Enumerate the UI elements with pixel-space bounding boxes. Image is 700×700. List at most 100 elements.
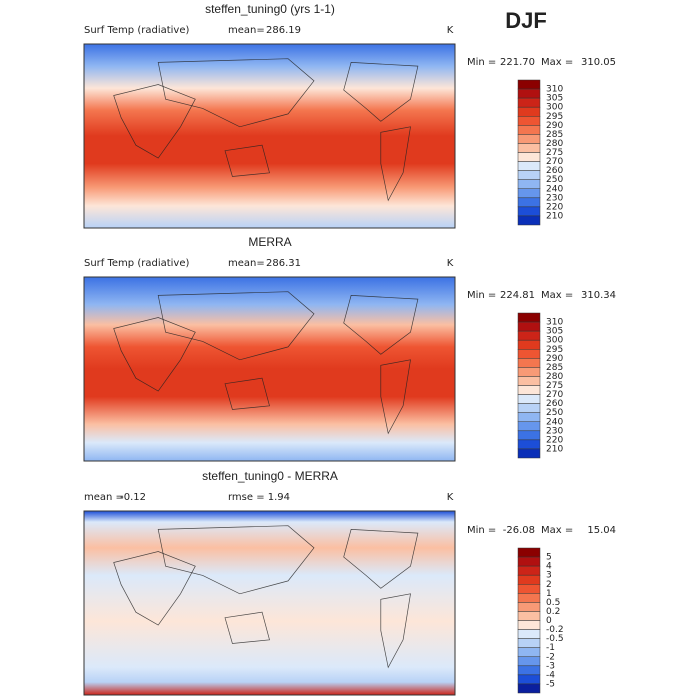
colorbar-box: [517, 611, 541, 621]
colorbar-label: -0.2: [546, 625, 564, 635]
stat-label: rmse =: [228, 492, 265, 503]
map: [83, 510, 456, 696]
coastline: [113, 551, 196, 626]
colorbar-label: 230: [546, 193, 563, 203]
colorbar-label: 240: [546, 184, 563, 194]
min-label: Min =: [467, 57, 496, 68]
colorbar-label: 295: [546, 112, 563, 122]
colorbar-label: 3: [546, 571, 552, 581]
colorbar-box: [517, 367, 541, 377]
colorbar-box: [517, 161, 541, 171]
colorbar-box: [517, 647, 541, 657]
colorbar-box: [517, 629, 541, 639]
colorbar-box: [517, 188, 541, 199]
colorbar-box: [517, 358, 541, 368]
map: [83, 43, 456, 229]
colorbar-label: -5: [546, 679, 555, 689]
colorbar-box: [517, 421, 541, 432]
colorbar-label: 280: [546, 372, 563, 382]
stat-value: 286.19: [266, 25, 301, 36]
colorbar-label: 240: [546, 417, 563, 427]
units: K: [447, 258, 454, 269]
colorbar-label: 1: [546, 589, 552, 599]
max-label: Max =: [541, 290, 573, 301]
colorbar-box: [517, 116, 541, 126]
min-value: 224.81: [500, 290, 535, 301]
colorbar-box: [517, 593, 541, 603]
colorbar-box: [517, 134, 541, 144]
stat-label: mean =: [84, 492, 124, 503]
min-label: Min =: [467, 525, 496, 536]
colorbar-box: [517, 97, 541, 108]
colorbar-label: 250: [546, 408, 563, 418]
colorbar-label: 295: [546, 345, 563, 355]
colorbar-label: 270: [546, 390, 563, 400]
stat-value: -0.12: [120, 492, 146, 503]
colorbar-box: [517, 125, 541, 135]
units: K: [447, 25, 454, 36]
colorbar-box: [517, 412, 541, 422]
max-value: 15.04: [587, 525, 616, 536]
coastline: [380, 593, 411, 669]
coastline: [157, 525, 315, 595]
colorbar-box: [517, 215, 541, 226]
map: [83, 276, 456, 462]
colorbar-label: 0.2: [546, 607, 560, 617]
coastline: [343, 529, 419, 589]
panel-title: steffen_tuning0 (yrs 1-1): [205, 2, 335, 16]
colorbar-label: 290: [546, 354, 563, 364]
colorbar-box: [517, 152, 541, 162]
colorbar-box: [517, 79, 541, 90]
colorbar-box: [517, 638, 541, 648]
stat-label: mean=: [228, 258, 265, 269]
coastline: [224, 144, 270, 177]
variable-label: Surf Temp (radiative): [84, 25, 189, 36]
colorbar-label: 2: [546, 580, 552, 590]
colorbar-box: [517, 430, 541, 441]
colorbar-label: -1: [546, 643, 555, 653]
coastline: [113, 84, 196, 159]
min-label: Min =: [467, 290, 496, 301]
colorbar-box: [517, 565, 541, 576]
stat-value: 286.31: [266, 258, 301, 269]
colorbar-box: [517, 674, 541, 685]
coastline: [224, 611, 270, 644]
colorbar-box: [517, 448, 541, 459]
coastline: [157, 58, 315, 128]
colorbar-box: [517, 556, 541, 567]
colorbar-label: 4: [546, 562, 552, 572]
coastline: [224, 377, 270, 410]
colorbar-box: [517, 170, 541, 180]
colorbar-label: 230: [546, 426, 563, 436]
colorbar-label: -2: [546, 652, 555, 662]
variable-label: Surf Temp (radiative): [84, 258, 189, 269]
coastline: [343, 62, 419, 122]
colorbar-box: [517, 197, 541, 208]
colorbar-label: 5: [546, 553, 552, 563]
colorbar-label: 0: [546, 616, 552, 626]
colorbar-box: [517, 584, 541, 594]
max-value: 310.05: [581, 57, 616, 68]
colorbar-box: [517, 620, 541, 630]
season: DJF: [505, 8, 547, 33]
colorbar-label: 210: [546, 211, 563, 221]
colorbar-box: [517, 106, 541, 117]
colorbar-label: 300: [546, 336, 563, 346]
colorbar-label: 260: [546, 399, 563, 409]
colorbar-box: [517, 179, 541, 189]
colorbar-label: 0.5: [546, 598, 560, 608]
colorbar-label: 275: [546, 148, 563, 158]
min-value: 221.70: [500, 57, 535, 68]
coastline: [157, 291, 315, 361]
colorbar-box: [517, 376, 541, 386]
colorbar-box: [517, 602, 541, 612]
colorbar-label: 300: [546, 103, 563, 113]
colorbar-label: 210: [546, 444, 563, 454]
colorbar-box: [517, 439, 541, 450]
colorbar-label: 305: [546, 94, 563, 104]
max-label: Max =: [541, 525, 573, 536]
stat-value: 1.94: [268, 492, 290, 503]
colorbar-box: [517, 394, 541, 404]
coastline: [380, 126, 411, 202]
